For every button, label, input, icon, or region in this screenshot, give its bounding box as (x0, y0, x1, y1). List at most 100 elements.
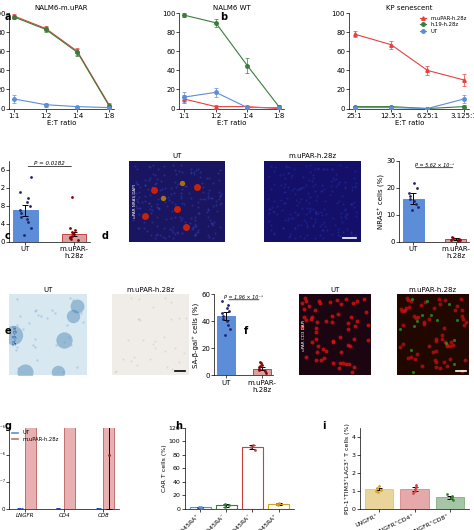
Point (275, 499, 283, 507)
Point (311, 215, 319, 224)
Point (148, 182, 155, 191)
Point (307, 193, 314, 201)
Point (133, 197, 140, 205)
Point (410, 322, 418, 331)
Title: m.uPAR-h.28z: m.uPAR-h.28z (127, 287, 174, 293)
Point (300, 234, 308, 243)
Point (204, 231, 212, 239)
Point (462, 317, 470, 326)
Point (337, 232, 344, 241)
Point (135, 314, 143, 323)
Point (177, 191, 185, 200)
Point (167, 314, 174, 323)
Point (164, 192, 172, 201)
Point (341, 184, 348, 192)
Point (161, 234, 169, 242)
Point (199, 179, 206, 187)
Point (207, 193, 214, 202)
Point (328, 164, 335, 173)
Point (133, 361, 141, 369)
Point (112, 367, 119, 376)
Point (160, 332, 167, 341)
Point (437, 364, 444, 373)
Point (270, 207, 278, 216)
Point (191, 213, 199, 221)
Point (458, 367, 466, 375)
Point (151, 180, 159, 188)
Point (456, 235, 464, 244)
Text: P = 1.96 × 10⁻⁶: P = 1.96 × 10⁻⁶ (224, 295, 264, 300)
Point (52, 341, 59, 349)
Point (52, 308, 59, 317)
Bar (365, 489, 393, 509)
Point (149, 161, 157, 169)
Point (16, 312, 24, 320)
Point (187, 167, 195, 176)
Point (168, 184, 175, 192)
Point (352, 179, 359, 187)
Point (269, 207, 276, 215)
Point (440, 357, 448, 366)
Point (352, 182, 359, 190)
Point (349, 299, 356, 307)
Point (396, 324, 404, 333)
Bar (62, 234, 86, 242)
Point (157, 176, 165, 185)
Point (193, 182, 201, 191)
Point (412, 480, 419, 489)
Point (128, 357, 135, 365)
Point (174, 180, 182, 188)
Point (74, 236, 82, 244)
Point (316, 299, 324, 307)
Point (177, 188, 184, 197)
Point (195, 208, 203, 217)
Point (342, 163, 350, 171)
Point (268, 202, 276, 211)
Point (106, 235, 113, 243)
Point (179, 199, 186, 207)
Point (61, 336, 68, 344)
Point (311, 187, 319, 196)
Point (167, 190, 174, 198)
Point (319, 345, 327, 354)
Point (405, 296, 412, 305)
Point (223, 304, 231, 312)
Point (16, 188, 24, 197)
Point (309, 173, 316, 182)
Point (320, 165, 328, 173)
Point (341, 182, 349, 191)
Point (12, 346, 20, 354)
Point (146, 205, 154, 214)
Point (451, 306, 458, 314)
Point (350, 334, 358, 343)
Point (143, 212, 150, 220)
Point (311, 208, 319, 216)
Point (330, 338, 337, 346)
Point (192, 166, 200, 175)
Point (353, 212, 360, 220)
Bar (217, 316, 235, 375)
Point (187, 214, 194, 222)
Point (154, 203, 161, 211)
Point (337, 213, 345, 222)
Point (174, 228, 182, 237)
Point (265, 172, 273, 180)
Bar (253, 369, 271, 375)
Point (15, 505, 23, 513)
Point (295, 185, 303, 193)
Point (447, 338, 455, 347)
Text: uPAR CD3 DAPI: uPAR CD3 DAPI (301, 319, 306, 350)
Point (306, 199, 313, 207)
Bar (242, 447, 263, 509)
Point (291, 224, 299, 232)
Y-axis label: NRAS⁺ cells (%): NRAS⁺ cells (%) (378, 174, 385, 229)
Point (303, 223, 310, 231)
Point (149, 340, 157, 348)
Point (338, 192, 346, 200)
Point (285, 214, 292, 222)
Point (55, 505, 63, 513)
Point (412, 200, 419, 208)
Text: uPAR NRAS DAPI: uPAR NRAS DAPI (133, 184, 137, 218)
Point (407, 346, 414, 354)
Point (67, 232, 74, 241)
